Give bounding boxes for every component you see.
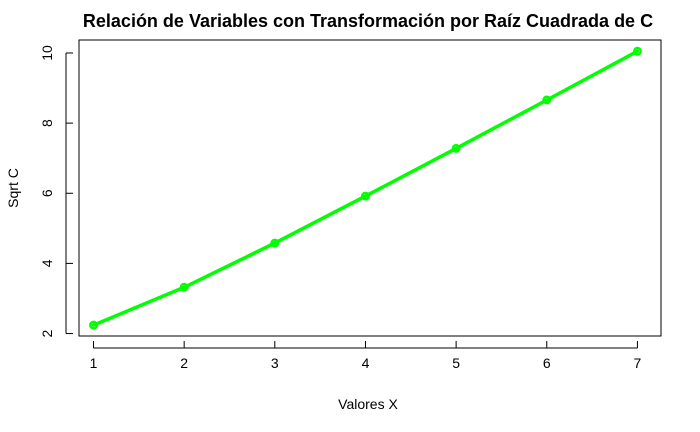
data-point bbox=[632, 46, 642, 56]
y-tick-label: 8 bbox=[39, 119, 55, 127]
x-tick-label: 3 bbox=[271, 355, 279, 371]
x-tick-label: 6 bbox=[543, 355, 551, 371]
y-tick-label: 2 bbox=[39, 329, 55, 337]
y-axis: 2 4 6 8 10 bbox=[39, 45, 73, 337]
plot-frame bbox=[78, 39, 662, 337]
x-tick-label: 2 bbox=[180, 355, 188, 371]
series-line bbox=[91, 49, 640, 327]
x-tick-label: 5 bbox=[452, 355, 460, 371]
y-tick-label: 6 bbox=[39, 189, 55, 197]
y-axis-label: Sqrt C bbox=[5, 168, 21, 208]
x-tick-label: 4 bbox=[362, 355, 370, 371]
x-tick-label: 7 bbox=[634, 355, 642, 371]
data-point bbox=[89, 320, 98, 330]
y-tick-label: 10 bbox=[39, 45, 55, 61]
data-point bbox=[179, 282, 189, 292]
x-tick-label: 1 bbox=[90, 355, 98, 371]
x-axis-label: Valores X bbox=[338, 396, 398, 412]
data-point bbox=[542, 95, 552, 105]
data-point bbox=[270, 238, 280, 248]
data-point bbox=[451, 143, 461, 153]
y-tick-label: 4 bbox=[39, 259, 55, 267]
chart-title: Relación de Variables con Transformación… bbox=[83, 11, 653, 31]
series-group bbox=[89, 46, 642, 330]
x-axis: 1 2 3 4 5 6 7 bbox=[90, 341, 642, 371]
data-point bbox=[361, 191, 370, 201]
